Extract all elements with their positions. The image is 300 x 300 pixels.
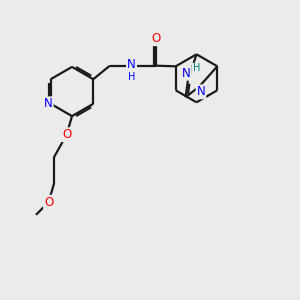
Text: H: H: [193, 64, 200, 74]
Text: N: N: [182, 67, 191, 80]
Text: O: O: [62, 128, 71, 141]
Text: N: N: [196, 85, 205, 98]
Text: N: N: [127, 58, 136, 71]
Text: O: O: [152, 32, 160, 45]
Text: N: N: [44, 97, 53, 110]
Text: H: H: [128, 71, 135, 82]
Text: O: O: [44, 196, 53, 209]
